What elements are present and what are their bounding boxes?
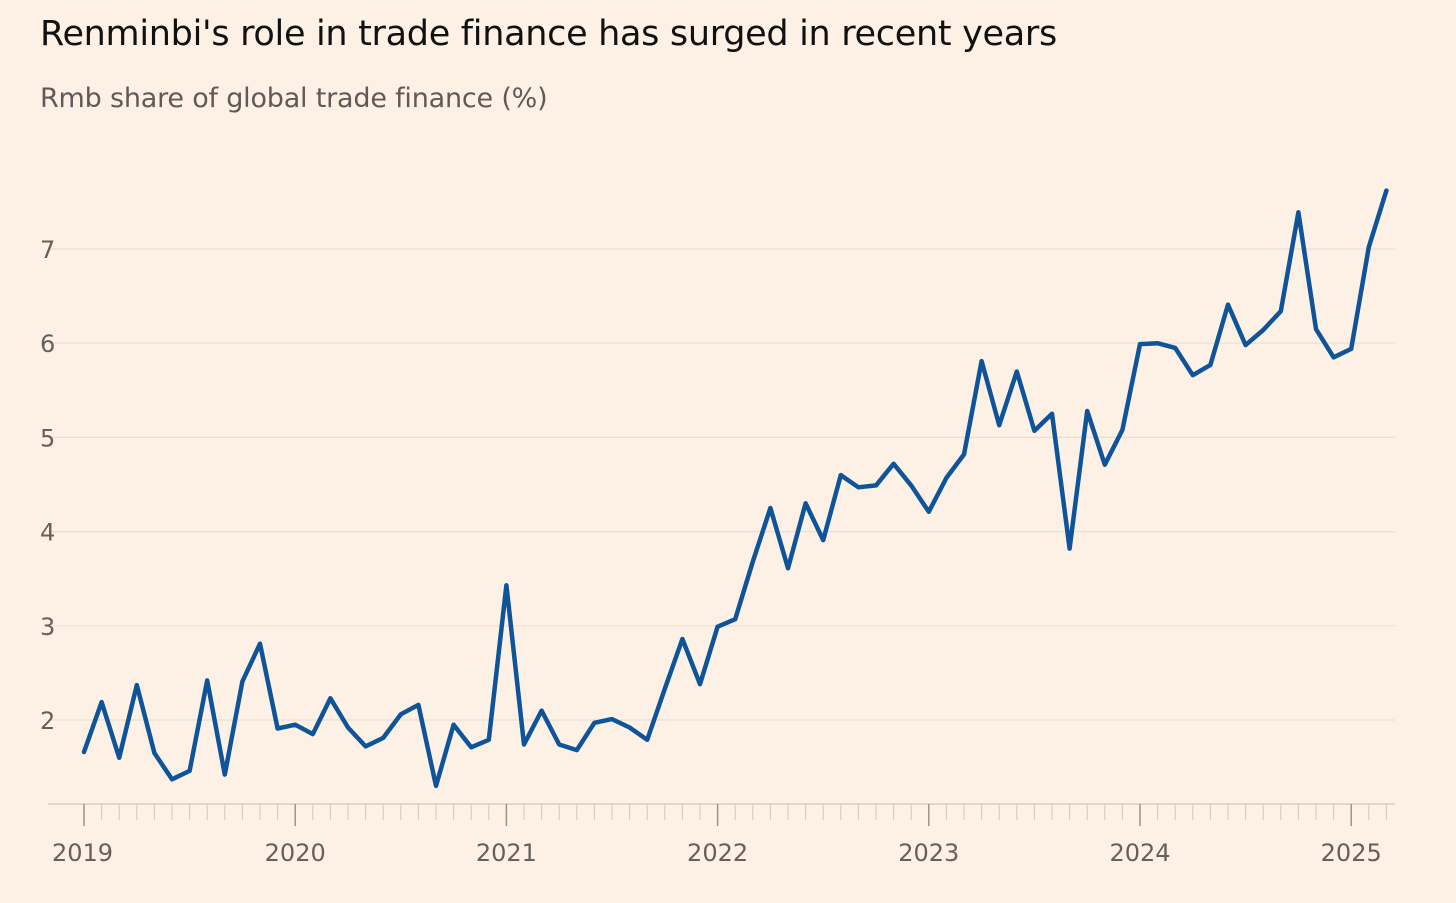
data-point [345, 725, 351, 731]
series-line [81, 188, 1389, 789]
data-point [363, 743, 369, 749]
data-point [873, 482, 879, 488]
y-tick-label: 6 [40, 330, 55, 358]
data-point [398, 711, 404, 717]
y-tick-label: 7 [40, 236, 55, 264]
data-point [926, 509, 932, 515]
data-point [151, 750, 157, 756]
data-point [275, 725, 281, 731]
data-point [1313, 326, 1319, 332]
data-point [715, 624, 721, 630]
y-tick-label: 5 [40, 424, 55, 452]
data-point [785, 565, 791, 571]
data-point [1067, 546, 1073, 552]
x-tick-label: 2023 [898, 839, 959, 867]
data-point [1278, 308, 1284, 314]
data-point [521, 741, 527, 747]
data-point [292, 722, 298, 728]
data-point [644, 737, 650, 743]
x-tick-label: 2024 [1109, 839, 1170, 867]
data-point [1049, 411, 1055, 417]
x-tick-label: 2020 [265, 839, 326, 867]
data-points [81, 188, 1389, 789]
data-point [187, 768, 193, 774]
data-point [1031, 428, 1037, 434]
data-point [503, 582, 509, 588]
data-point [1243, 342, 1249, 348]
data-point [1119, 427, 1125, 433]
data-point [750, 559, 756, 565]
data-point [1260, 327, 1266, 333]
data-point [1137, 341, 1143, 347]
data-point [415, 702, 421, 708]
data-point [1190, 372, 1196, 378]
data-point [1014, 368, 1020, 374]
data-point [539, 708, 545, 714]
data-point [767, 505, 773, 511]
data-point [116, 755, 122, 761]
data-point [697, 681, 703, 687]
data-point [908, 482, 914, 488]
data-point [1295, 209, 1301, 215]
chart-title: Renminbi's role in trade finance has sur… [40, 14, 1057, 54]
data-point [1331, 354, 1337, 360]
data-point [627, 725, 633, 731]
data-point [609, 716, 615, 722]
data-point [838, 472, 844, 478]
data-point [996, 422, 1002, 428]
y-axis: 2 3 4 5 6 7 [40, 236, 55, 735]
data-point [239, 678, 245, 684]
data-point [1102, 462, 1108, 468]
data-point [943, 475, 949, 481]
x-tick-label: 2021 [476, 839, 537, 867]
chart-subtitle: Rmb share of global trade finance (%) [40, 83, 548, 114]
x-tick-label: 2019 [52, 839, 113, 867]
data-point [679, 636, 685, 642]
data-point [803, 500, 809, 506]
data-point [1366, 244, 1372, 250]
data-point [327, 695, 333, 701]
data-point [961, 451, 967, 457]
data-point [257, 641, 263, 647]
data-point [1225, 302, 1231, 308]
data-point [486, 737, 492, 743]
data-point [979, 358, 985, 364]
x-axis: 2019 2020 2021 2022 2023 2024 2025 [52, 804, 1387, 867]
data-point [591, 720, 597, 726]
data-point [222, 772, 228, 778]
y-tick-label: 2 [40, 707, 55, 735]
data-point [169, 776, 175, 782]
data-point [820, 537, 826, 543]
data-point [1155, 340, 1161, 346]
data-point [204, 677, 210, 683]
data-point [1207, 362, 1213, 368]
data-point [380, 735, 386, 741]
data-point [556, 741, 562, 747]
data-point [1383, 188, 1389, 194]
data-point [1172, 345, 1178, 351]
x-tick-label: 2022 [687, 839, 748, 867]
data-point [433, 783, 439, 789]
y-tick-label: 4 [40, 519, 55, 547]
data-point [310, 731, 316, 737]
data-point [891, 461, 897, 467]
gridlines [48, 248, 1395, 721]
y-tick-label: 3 [40, 613, 55, 641]
data-point [732, 616, 738, 622]
data-point [574, 747, 580, 753]
data-point [855, 484, 861, 490]
data-point [451, 722, 457, 728]
data-point [81, 749, 87, 755]
data-point [1084, 408, 1090, 414]
data-point [468, 744, 474, 750]
data-point [134, 682, 140, 688]
x-tick-label: 2025 [1321, 839, 1382, 867]
data-point [1348, 346, 1354, 352]
data-point [662, 686, 668, 692]
data-point [99, 699, 105, 705]
